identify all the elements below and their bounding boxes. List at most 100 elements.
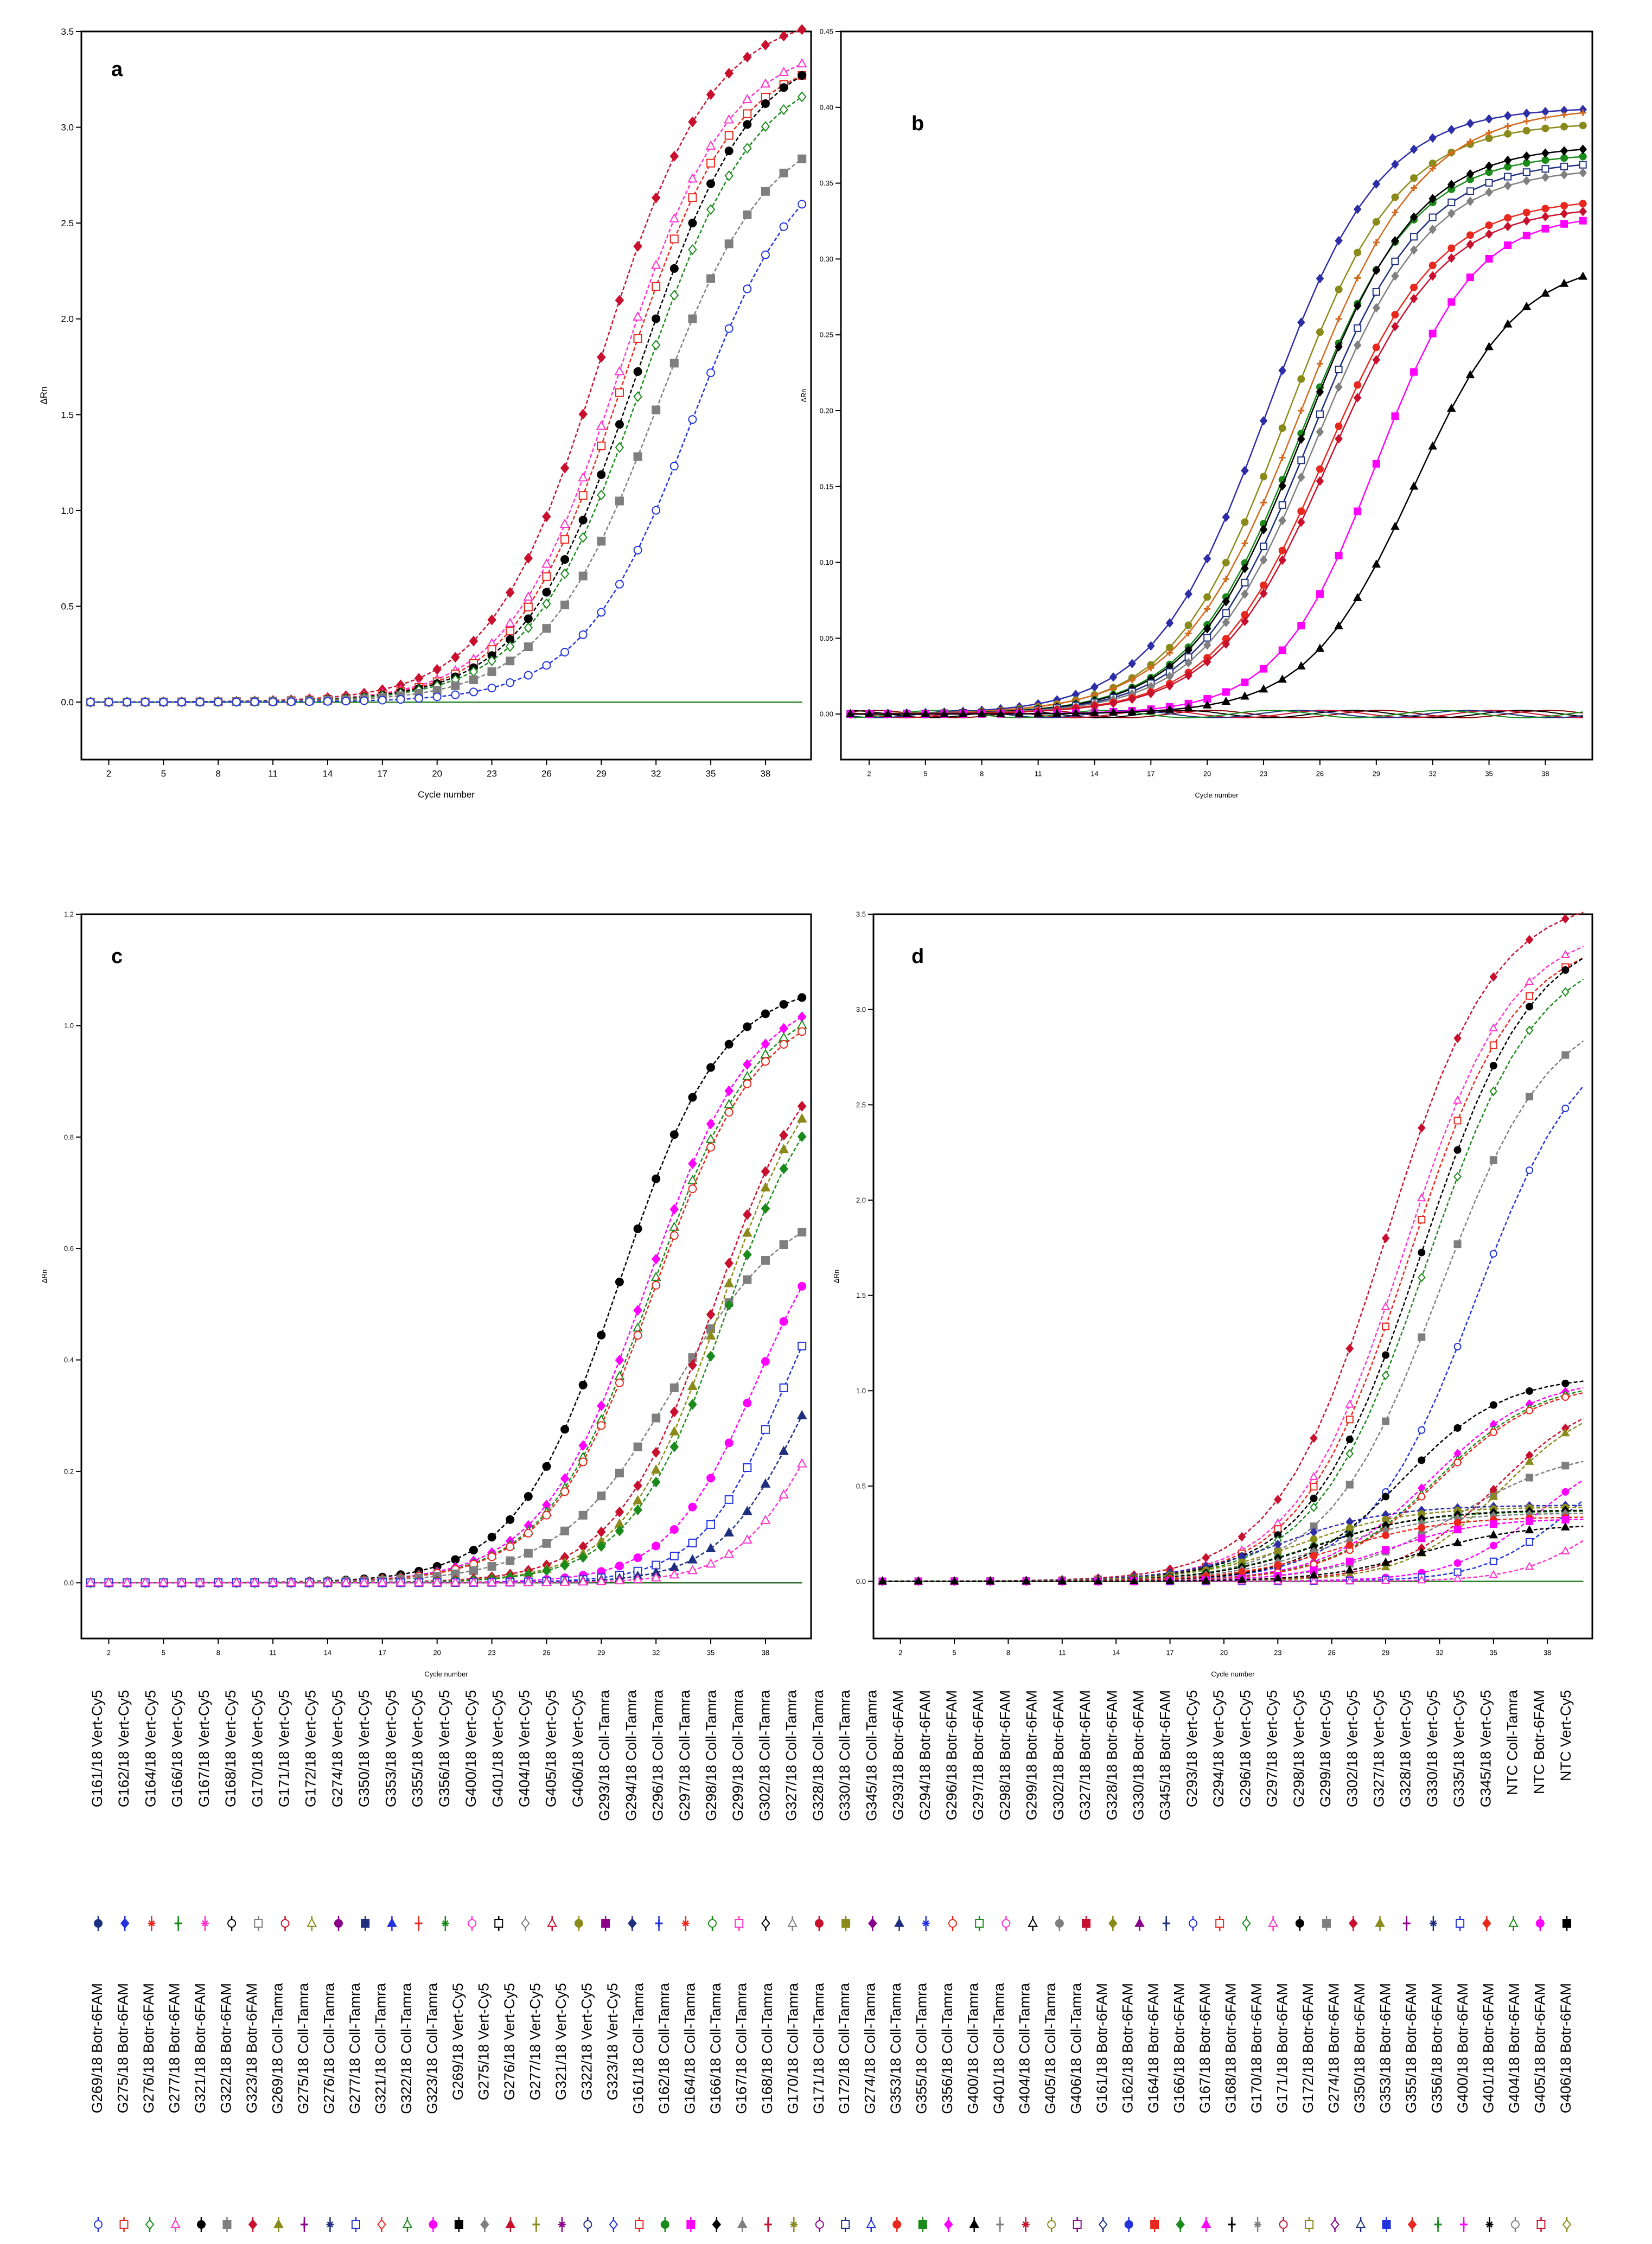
series-line [90, 1286, 803, 1584]
data-point [669, 1426, 680, 1436]
data-point [669, 1552, 679, 1561]
legend-label: G350/18 Vert-Cy5 [356, 1690, 372, 1807]
legend-item: G162/18 Coll-Tamra [656, 1982, 672, 2232]
data-point [506, 656, 515, 666]
data-point [1579, 207, 1587, 216]
data-point [724, 114, 735, 124]
legend-marker [975, 1919, 984, 1928]
legend-label: G327/18 Botr-6FAM [1077, 1690, 1093, 1820]
legend-label: G321/18 Vert-Cy5 [553, 1983, 569, 2100]
data-point [706, 1143, 716, 1152]
series-line [882, 957, 1584, 1582]
data-point [633, 452, 642, 461]
series-line [882, 1509, 1584, 1582]
data-point [250, 1577, 260, 1586]
data-point [1259, 525, 1268, 534]
data-point [724, 1099, 735, 1108]
data-point [651, 340, 661, 350]
data-point [743, 1275, 752, 1284]
data-point [761, 1009, 770, 1018]
legend-label: G345/18 Botr-6FAM [1157, 1690, 1173, 1820]
data-point [597, 352, 606, 363]
data-point [1278, 515, 1286, 526]
data-point [761, 1203, 770, 1214]
y-tick-label: 0.0 [856, 1577, 866, 1585]
data-point [1526, 1166, 1534, 1174]
data-point [1411, 184, 1418, 192]
data-point [341, 697, 350, 706]
data-point [1372, 288, 1380, 296]
data-point [1335, 235, 1343, 246]
data-point [1259, 588, 1268, 598]
legend-item: G406/18 Vert-Cy5 [570, 1690, 586, 1931]
data-point [633, 1331, 642, 1340]
legend-item: G321/18 Botr-6FAM [192, 1983, 208, 2232]
data-point [1240, 691, 1249, 700]
data-point [1297, 517, 1305, 527]
legend-marker [1322, 1919, 1331, 1928]
data-point [1522, 302, 1532, 310]
legend-item: G172/18 Vert-Cy5 [303, 1690, 319, 1931]
data-point [688, 1538, 697, 1547]
data-point [1466, 239, 1475, 250]
data-point [724, 68, 733, 79]
series-g322-18-botr-6fam [86, 91, 807, 707]
data-point [1466, 196, 1475, 206]
series-line [90, 1136, 803, 1584]
legend-item: G297/18 Coll-Tamra [677, 1690, 693, 1931]
data-point [651, 1253, 661, 1265]
legend-item: G323/18 Vert-Cy5 [604, 1983, 621, 2232]
legend-item: G171/18 Vert-Cy5 [276, 1690, 292, 1931]
data-point [687, 1554, 698, 1564]
data-point [1185, 630, 1192, 637]
legend-marker [1188, 1919, 1197, 1928]
data-point [1541, 165, 1549, 173]
series-g321-18-botr-6fam [86, 71, 807, 706]
data-point [487, 667, 496, 677]
data-point [1345, 1481, 1354, 1489]
data-point [687, 1565, 698, 1574]
data-point [1561, 1516, 1570, 1524]
legend-label: G405/18 Vert-Cy5 [543, 1690, 559, 1807]
legend-label: G302/18 Coll-Tamra [756, 1690, 773, 1821]
legend-label: G322/18 Coll-Tamra [398, 1982, 414, 2114]
legend-marker [1047, 2220, 1056, 2229]
data-point [796, 1113, 807, 1123]
data-point [1260, 542, 1268, 550]
series-g161-18-vert-cy5 [878, 1392, 1584, 1585]
data-point [1128, 676, 1136, 683]
plot-frame [80, 913, 812, 1640]
legend-item: G330/18 Vert-Cy5 [1424, 1690, 1440, 1931]
x-tick-label: 26 [1316, 770, 1324, 778]
data-point [432, 692, 442, 702]
x-tick-label: 11 [1035, 770, 1042, 778]
data-point [1391, 310, 1399, 318]
data-point [724, 324, 733, 333]
data-point [1278, 546, 1286, 554]
data-point [1309, 1570, 1318, 1579]
data-point [322, 1577, 333, 1586]
data-point [213, 1577, 224, 1586]
x-tick-label: 23 [1274, 1649, 1281, 1657]
legend-label: NTC Coll-Tamra [1504, 1690, 1521, 1795]
data-point [1391, 257, 1399, 265]
data-point [1453, 1117, 1462, 1125]
data-point [1453, 1538, 1462, 1546]
legend-marker [222, 2220, 232, 2229]
data-point [1429, 165, 1436, 172]
x-tick-label: 32 [1428, 770, 1436, 778]
series-line [90, 1016, 802, 1584]
data-point [451, 652, 460, 663]
legend-item: G355/18 Vert-Cy5 [410, 1690, 426, 1931]
data-point [1297, 622, 1305, 630]
data-point [1579, 216, 1587, 225]
data-point [86, 698, 95, 707]
data-point [122, 1577, 132, 1586]
data-point [1381, 1557, 1391, 1566]
x-tick-label: 20 [432, 768, 442, 779]
data-point [724, 1548, 735, 1558]
data-point [798, 1282, 807, 1291]
data-point [578, 472, 589, 482]
data-point [1260, 499, 1267, 506]
legend-marker [628, 1918, 637, 1929]
